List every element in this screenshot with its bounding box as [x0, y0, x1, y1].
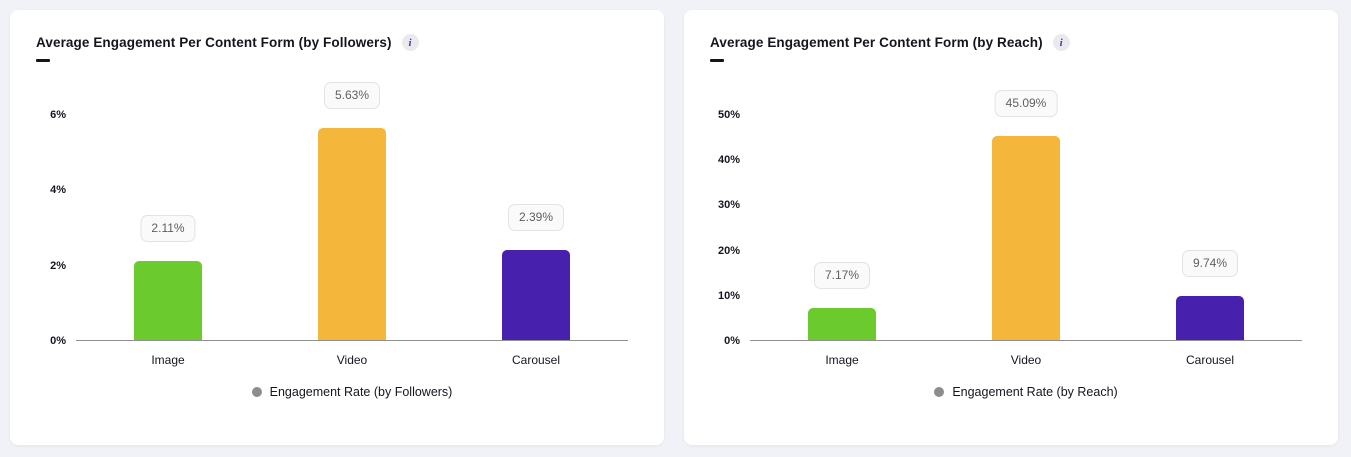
value-label-video: 45.09% [994, 90, 1058, 118]
y-axis-tick-label: 40% [717, 154, 740, 167]
bar-image[interactable] [808, 307, 876, 340]
value-label-carousel: 2.39% [507, 203, 565, 231]
title-underline-accent [36, 59, 50, 62]
bar-image[interactable] [134, 260, 202, 340]
value-label-video: 5.63% [323, 81, 381, 109]
bar-video[interactable] [992, 136, 1060, 340]
y-axis-tick-label: 0% [724, 335, 740, 347]
x-axis-label-carousel: Carousel [1185, 353, 1235, 367]
bar-chart-by-followers: 0% 2% 4% 6% 2.11% Image 5.63% Video 2.39% Carouse… [10, 71, 664, 371]
chart-card-engagement-by-reach: Average Engagement Per Content Form (by … [684, 10, 1338, 445]
title-underline-accent [710, 59, 724, 62]
y-axis-tick-label: 4% [50, 184, 66, 197]
bar-carousel[interactable] [1176, 295, 1244, 340]
x-axis-label-video: Video [1010, 353, 1042, 367]
legend-dot-icon [251, 387, 262, 397]
value-label-image: 7.17% [813, 261, 871, 289]
bar-chart-by-reach: 0% 10% 20% 30% 40% 50% 7.17% Image 45.09% Video 9.… [684, 71, 1338, 371]
y-axis-tick-label: 30% [717, 199, 740, 212]
x-axis-label-carousel: Carousel [511, 353, 561, 367]
info-icon[interactable]: i [1052, 34, 1070, 51]
legend-label: Engagement Rate (by Reach) [952, 385, 1118, 399]
legend-item[interactable]: Engagement Rate (by Reach) [750, 385, 1302, 399]
y-axis-tick-label: 2% [50, 259, 66, 272]
legend-label: Engagement Rate (by Followers) [269, 385, 453, 399]
y-axis-tick-label: 6% [50, 109, 66, 121]
y-axis-tick-label: 10% [717, 289, 740, 302]
y-axis-tick-label: 0% [50, 335, 66, 347]
plot-area: 2.11% Image 5.63% Video 2.39% Carousel [76, 71, 628, 367]
x-axis-label-video: Video [336, 353, 368, 367]
y-axis-tick-label: 20% [717, 244, 740, 257]
plot-area: 7.17% Image 45.09% Video 9.74% Carousel [750, 71, 1302, 367]
info-icon[interactable]: i [401, 34, 419, 51]
chart-card-engagement-by-followers: Average Engagement Per Content Form (by … [10, 10, 664, 445]
value-label-image: 2.11% [140, 214, 196, 242]
x-axis-label-image: Image [825, 353, 859, 367]
legend-item[interactable]: Engagement Rate (by Followers) [76, 385, 628, 399]
card-header: Average Engagement Per Content Form (by … [10, 34, 664, 51]
value-label-carousel: 9.74% [1181, 249, 1239, 277]
bar-carousel[interactable] [502, 249, 570, 340]
bar-video[interactable] [318, 127, 386, 340]
legend-dot-icon [934, 387, 945, 397]
x-axis-label-image: Image [151, 353, 185, 367]
card-header: Average Engagement Per Content Form (by … [684, 34, 1338, 51]
chart-title: Average Engagement Per Content Form (by … [36, 35, 392, 50]
y-axis-tick-label: 50% [717, 109, 740, 121]
chart-title: Average Engagement Per Content Form (by … [710, 35, 1043, 50]
